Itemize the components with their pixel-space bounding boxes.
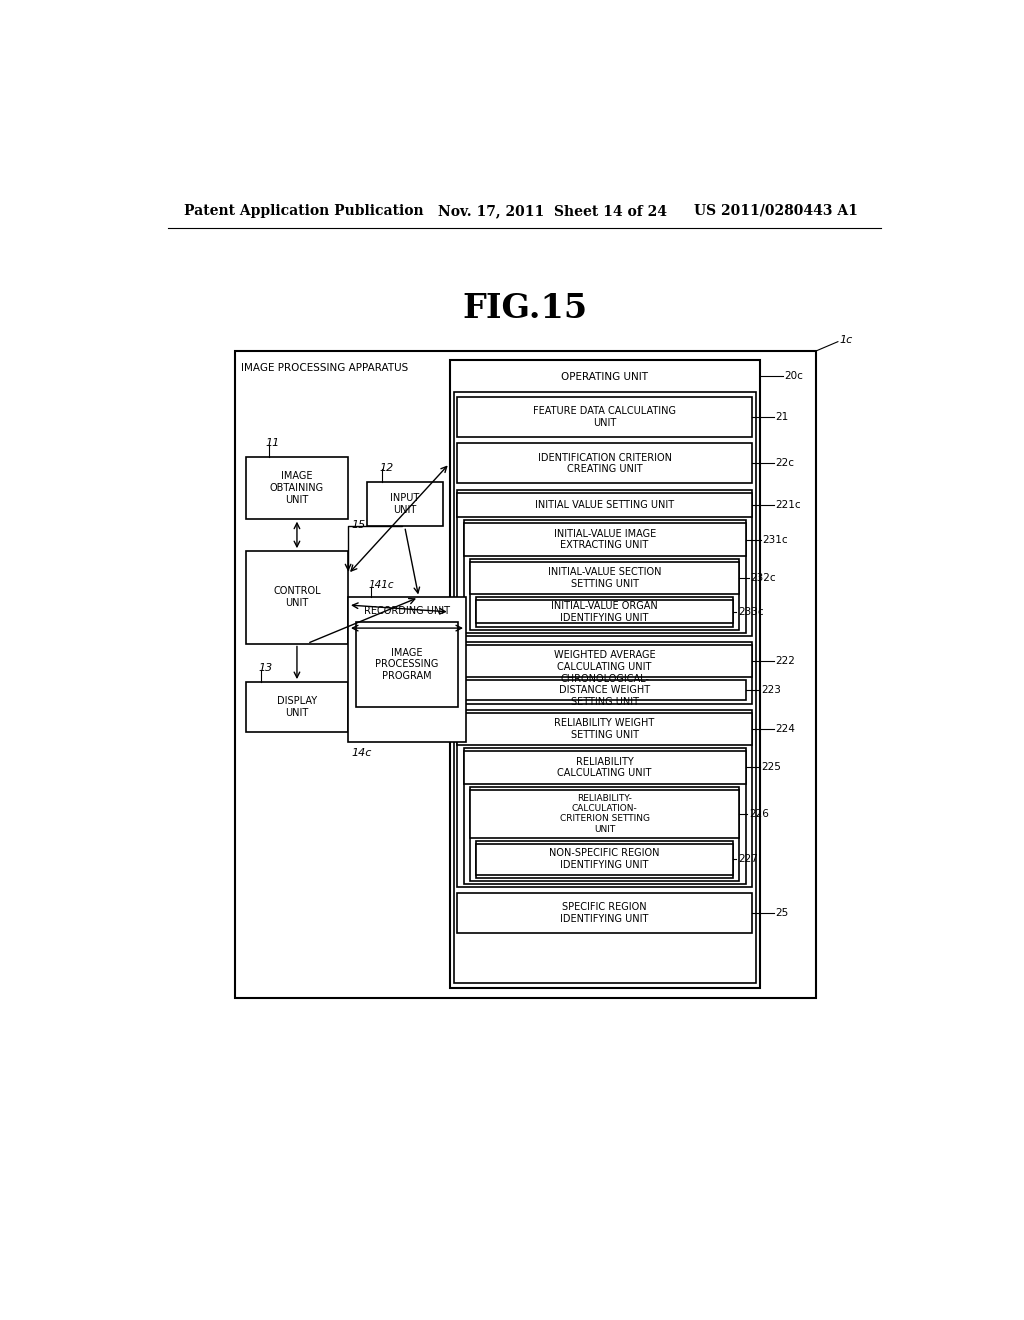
Text: SPECIFIC REGION
IDENTIFYING UNIT: SPECIFIC REGION IDENTIFYING UNIT (560, 902, 649, 924)
Text: 224: 224 (775, 723, 795, 734)
Bar (470, 789, 739, 838)
Text: 222: 222 (775, 656, 795, 667)
Bar (458, 642, 752, 704)
Text: IDENTIFICATION CRITERION
CREATING UNIT: IDENTIFICATION CRITERION CREATING UNIT (538, 453, 672, 474)
Bar (470, 787, 739, 880)
Text: RECORDING UNIT: RECORDING UNIT (364, 606, 450, 616)
Text: 15: 15 (351, 520, 366, 529)
Text: IMAGE PROCESSING APPARATUS: IMAGE PROCESSING APPARATUS (241, 363, 409, 372)
Text: WEIGHTED AVERAGE
CALCULATING UNIT: WEIGHTED AVERAGE CALCULATING UNIT (554, 651, 655, 672)
Bar (246, 552, 348, 644)
Bar (458, 710, 752, 887)
Bar (246, 682, 348, 733)
Bar (356, 622, 458, 706)
Text: 231c: 231c (763, 535, 788, 545)
Bar (464, 681, 745, 701)
Bar (458, 645, 752, 677)
Text: CHRONOLOGICAL-
DISTANCE WEIGHT
SETTING UNIT: CHRONOLOGICAL- DISTANCE WEIGHT SETTING U… (559, 675, 650, 708)
Text: OPERATING UNIT: OPERATING UNIT (561, 372, 648, 381)
Bar (454, 392, 756, 983)
Text: 141c: 141c (369, 579, 394, 590)
Text: INITIAL-VALUE SECTION
SETTING UNIT: INITIAL-VALUE SECTION SETTING UNIT (548, 568, 662, 589)
Text: 226: 226 (749, 809, 769, 818)
Text: 20c: 20c (784, 371, 803, 380)
Text: FIG.15: FIG.15 (462, 292, 588, 325)
Text: 223: 223 (761, 685, 781, 696)
Bar (464, 520, 745, 632)
Text: 221c: 221c (775, 500, 801, 510)
Text: FEATURE DATA CALCULATING
UNIT: FEATURE DATA CALCULATING UNIT (534, 407, 676, 428)
Text: 225: 225 (761, 763, 781, 772)
Text: INITIAL-VALUE ORGAN
IDENTIFYING UNIT: INITIAL-VALUE ORGAN IDENTIFYING UNIT (551, 601, 658, 623)
Bar (470, 558, 739, 630)
Bar (470, 562, 739, 594)
Bar (476, 601, 733, 623)
Bar (458, 444, 752, 483)
Bar (476, 841, 733, 878)
Text: US 2011/0280443 A1: US 2011/0280443 A1 (693, 203, 858, 218)
Bar (246, 457, 348, 519)
Text: RELIABILITY-
CALCULATION-
CRITERION SETTING
UNIT: RELIABILITY- CALCULATION- CRITERION SETT… (560, 793, 649, 834)
Text: 233c: 233c (738, 607, 764, 616)
Text: IMAGE
OBTAINING
UNIT: IMAGE OBTAINING UNIT (270, 471, 324, 504)
Text: Patent Application Publication: Patent Application Publication (183, 203, 424, 218)
Text: INPUT
UNIT: INPUT UNIT (390, 494, 419, 515)
Text: 25: 25 (775, 908, 788, 917)
Text: RELIABILITY WEIGHT
SETTING UNIT: RELIABILITY WEIGHT SETTING UNIT (555, 718, 654, 739)
Text: 227: 227 (738, 854, 758, 865)
Bar (450, 360, 760, 987)
Text: 13: 13 (258, 663, 272, 673)
Text: 21: 21 (775, 412, 788, 422)
Bar (234, 351, 816, 998)
Bar (458, 490, 752, 636)
Text: RELIABILITY
CALCULATING UNIT: RELIABILITY CALCULATING UNIT (557, 756, 652, 779)
Bar (458, 397, 752, 437)
Bar (464, 524, 745, 556)
Text: 11: 11 (266, 438, 281, 449)
Text: INITIAL VALUE SETTING UNIT: INITIAL VALUE SETTING UNIT (536, 500, 674, 510)
Text: INITIAL-VALUE IMAGE
EXTRACTING UNIT: INITIAL-VALUE IMAGE EXTRACTING UNIT (554, 529, 655, 550)
Bar (476, 597, 733, 627)
Bar (464, 751, 745, 784)
Bar (367, 482, 442, 527)
Bar (458, 713, 752, 744)
Text: IMAGE
PROCESSING
PROGRAM: IMAGE PROCESSING PROGRAM (376, 648, 438, 681)
Text: 22c: 22c (775, 458, 795, 469)
Text: 1c: 1c (840, 335, 853, 345)
Text: Nov. 17, 2011  Sheet 14 of 24: Nov. 17, 2011 Sheet 14 of 24 (438, 203, 667, 218)
Bar (476, 843, 733, 875)
Text: NON-SPECIFIC REGION
IDENTIFYING UNIT: NON-SPECIFIC REGION IDENTIFYING UNIT (549, 849, 659, 870)
Bar (458, 492, 752, 517)
Text: 232c: 232c (751, 573, 776, 583)
Bar (464, 748, 745, 884)
Text: 12: 12 (379, 463, 393, 473)
Text: DISPLAY
UNIT: DISPLAY UNIT (276, 696, 317, 718)
Bar (458, 892, 752, 933)
Text: 14c: 14c (351, 748, 372, 758)
Text: CONTROL
UNIT: CONTROL UNIT (273, 586, 321, 609)
Bar (348, 597, 466, 742)
